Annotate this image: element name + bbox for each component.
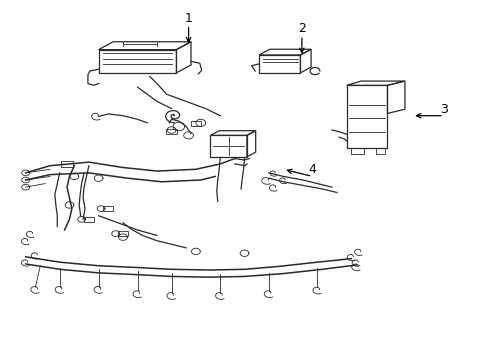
Text: 3: 3 <box>439 103 447 116</box>
Text: 2: 2 <box>297 22 305 35</box>
Text: 1: 1 <box>184 12 192 24</box>
Text: 4: 4 <box>308 163 316 176</box>
